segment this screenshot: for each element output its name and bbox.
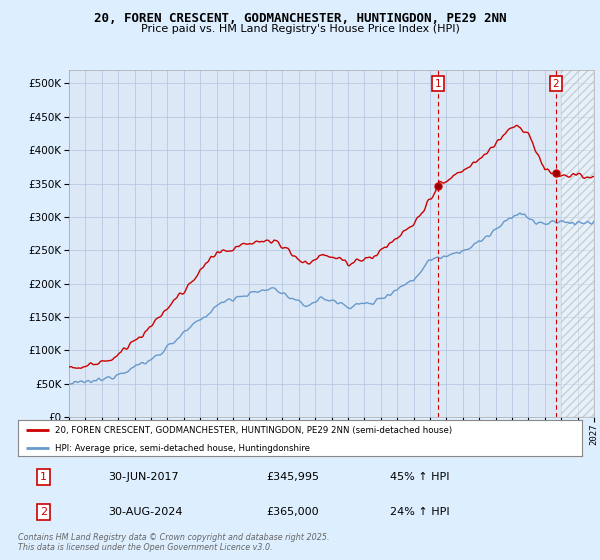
Text: 2: 2 <box>40 507 47 517</box>
Text: 24% ↑ HPI: 24% ↑ HPI <box>390 507 450 517</box>
Text: This data is licensed under the Open Government Licence v3.0.: This data is licensed under the Open Gov… <box>18 543 272 552</box>
Text: HPI: Average price, semi-detached house, Huntingdonshire: HPI: Average price, semi-detached house,… <box>55 444 310 453</box>
Text: Contains HM Land Registry data © Crown copyright and database right 2025.: Contains HM Land Registry data © Crown c… <box>18 533 329 542</box>
Text: Price paid vs. HM Land Registry's House Price Index (HPI): Price paid vs. HM Land Registry's House … <box>140 24 460 34</box>
Text: 20, FOREN CRESCENT, GODMANCHESTER, HUNTINGDON, PE29 2NN: 20, FOREN CRESCENT, GODMANCHESTER, HUNTI… <box>94 12 506 25</box>
Text: £345,995: £345,995 <box>266 472 319 482</box>
Text: 1: 1 <box>40 472 47 482</box>
Text: 30-JUN-2017: 30-JUN-2017 <box>108 472 179 482</box>
Text: 20, FOREN CRESCENT, GODMANCHESTER, HUNTINGDON, PE29 2NN (semi-detached house): 20, FOREN CRESCENT, GODMANCHESTER, HUNTI… <box>55 426 452 435</box>
Text: 1: 1 <box>435 79 442 88</box>
Text: 2: 2 <box>553 79 559 88</box>
Text: 30-AUG-2024: 30-AUG-2024 <box>108 507 183 517</box>
Text: 45% ↑ HPI: 45% ↑ HPI <box>390 472 450 482</box>
Text: £365,000: £365,000 <box>266 507 319 517</box>
